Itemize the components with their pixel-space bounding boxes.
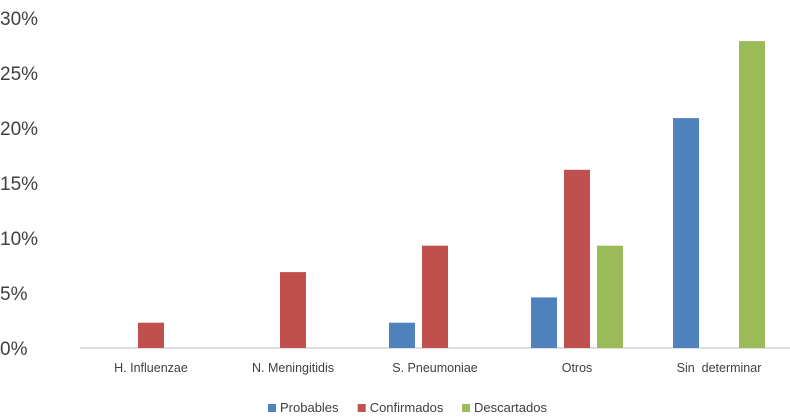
legend-label-probables: Probables [280, 400, 339, 415]
y-tick-label: 5% [0, 284, 28, 305]
bar-descartados-4 [739, 41, 765, 348]
y-tick-label: 30% [0, 9, 38, 30]
legend-label-confirmados: Confirmados [370, 400, 444, 415]
x-tick-label: H. Influenzae [114, 361, 188, 375]
y-tick-label: 10% [0, 229, 38, 250]
bar-confirmados-3 [564, 169, 590, 348]
x-tick-label: S. Pneumoniae [392, 361, 478, 375]
y-tick-label: 25% [0, 64, 38, 85]
bar-descartados-3 [597, 245, 623, 348]
bar-probables-3 [531, 297, 557, 348]
legend: Probables Confirmados Descartados [268, 400, 547, 415]
y-axis-ticks: 0% 5% 10% 15% 20% 25% 30% [0, 9, 38, 360]
bar-confirmados-2 [422, 245, 448, 348]
y-tick-label: 15% [0, 174, 38, 195]
bar-probables-4 [673, 118, 699, 348]
legend-label-descartados: Descartados [474, 400, 547, 415]
x-tick-label: Sin determinar [677, 361, 762, 375]
legend-swatch-probables [268, 404, 276, 412]
legend-swatch-confirmados [357, 404, 366, 412]
x-tick-label: N. Meningitidis [252, 361, 334, 375]
bar-confirmados-1 [280, 272, 306, 348]
y-tick-label: 20% [0, 119, 38, 140]
bar-confirmados-0 [138, 322, 164, 348]
y-tick-label: 0% [0, 339, 28, 360]
x-axis-ticks: H. Influenzae N. Meningitidis S. Pneumonia… [114, 361, 761, 375]
bars [138, 41, 765, 348]
legend-swatch-descartados [462, 404, 470, 412]
bar-probables-2 [389, 322, 415, 348]
x-tick-label: Otros [562, 361, 593, 375]
